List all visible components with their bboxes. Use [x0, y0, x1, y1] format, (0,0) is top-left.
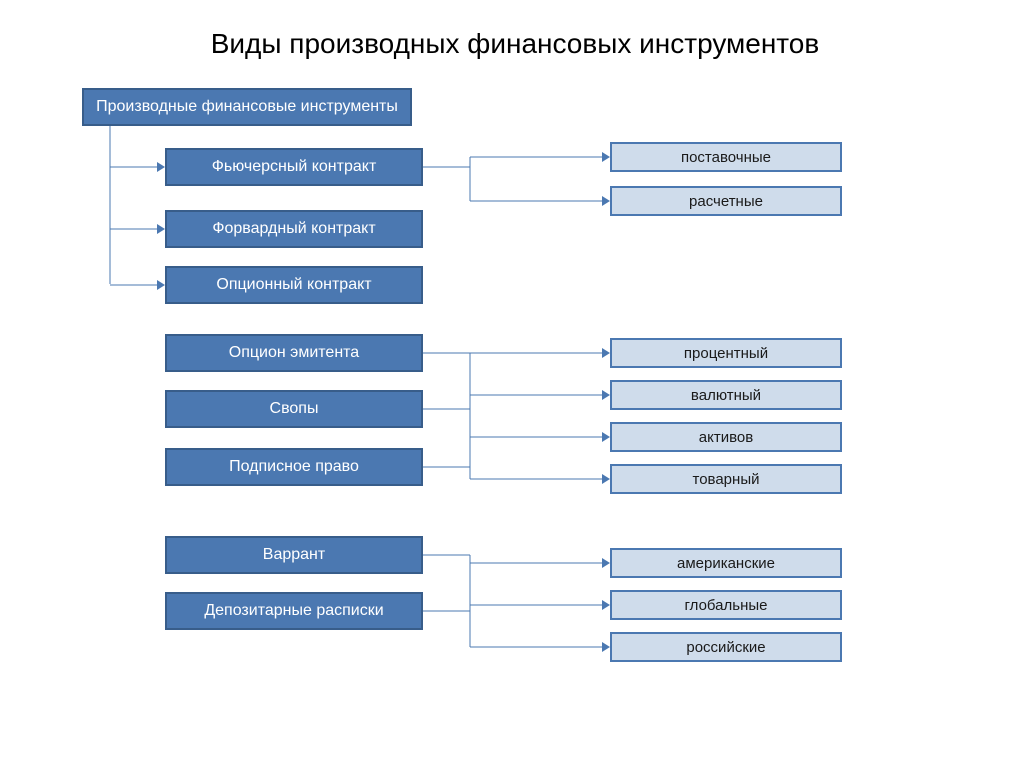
right-box-interest: процентный [610, 338, 842, 368]
arrow-icon [602, 600, 610, 610]
arrow-icon [157, 280, 165, 290]
right-box-settlement: расчетные [610, 186, 842, 216]
left-box-warrant: Варрант [165, 536, 423, 574]
right-box-russian: российские [610, 632, 842, 662]
left-box-option: Опционный контракт [165, 266, 423, 304]
left-box-futures: Фьючерсный контракт [165, 148, 423, 186]
left-box-subscription: Подписное право [165, 448, 423, 486]
right-box-american: американские [610, 548, 842, 578]
arrow-icon [157, 224, 165, 234]
page-title: Виды производных финансовых инструментов [130, 28, 900, 60]
diagram-canvas: Виды производных финансовых инструментов… [0, 0, 1024, 767]
arrow-icon [602, 196, 610, 206]
right-box-global: глобальные [610, 590, 842, 620]
arrow-icon [602, 474, 610, 484]
arrow-icon [602, 642, 610, 652]
left-box-depositary: Депозитарные расписки [165, 592, 423, 630]
right-box-assets: активов [610, 422, 842, 452]
arrow-icon [157, 162, 165, 172]
root-box: Производные финансовые инструменты [82, 88, 412, 126]
arrow-icon [602, 390, 610, 400]
left-box-forward: Форвардный контракт [165, 210, 423, 248]
right-box-currency: валютный [610, 380, 842, 410]
arrow-icon [602, 432, 610, 442]
left-box-issuer_option: Опцион эмитента [165, 334, 423, 372]
right-box-commodity: товарный [610, 464, 842, 494]
right-box-deliverable: поставочные [610, 142, 842, 172]
arrow-icon [602, 152, 610, 162]
arrow-icon [602, 348, 610, 358]
left-box-swaps: Свопы [165, 390, 423, 428]
arrow-icon [602, 558, 610, 568]
